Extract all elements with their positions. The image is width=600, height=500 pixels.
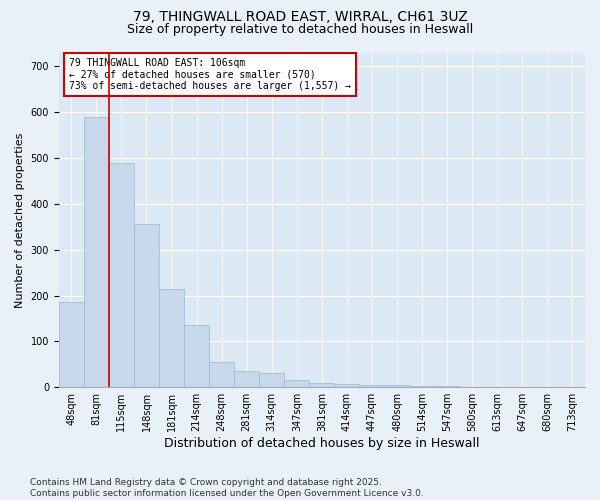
Bar xyxy=(184,326,209,387)
Text: Size of property relative to detached houses in Heswall: Size of property relative to detached ho… xyxy=(127,22,473,36)
Bar xyxy=(410,386,434,387)
Bar xyxy=(234,371,259,387)
Bar xyxy=(334,384,359,387)
Bar xyxy=(134,224,159,387)
Y-axis label: Number of detached properties: Number of detached properties xyxy=(15,132,25,308)
Bar xyxy=(434,386,460,387)
Bar xyxy=(109,162,134,387)
Text: 79 THINGWALL ROAD EAST: 106sqm
← 27% of detached houses are smaller (570)
73% of: 79 THINGWALL ROAD EAST: 106sqm ← 27% of … xyxy=(70,58,352,90)
Bar xyxy=(209,362,234,387)
Text: Contains HM Land Registry data © Crown copyright and database right 2025.
Contai: Contains HM Land Registry data © Crown c… xyxy=(30,478,424,498)
Bar xyxy=(159,288,184,387)
Bar xyxy=(385,386,410,387)
Bar xyxy=(59,302,84,387)
X-axis label: Distribution of detached houses by size in Heswall: Distribution of detached houses by size … xyxy=(164,437,479,450)
Bar xyxy=(284,380,310,387)
Text: 79, THINGWALL ROAD EAST, WIRRAL, CH61 3UZ: 79, THINGWALL ROAD EAST, WIRRAL, CH61 3U… xyxy=(133,10,467,24)
Bar xyxy=(359,385,385,387)
Bar xyxy=(84,116,109,387)
Bar xyxy=(259,374,284,387)
Bar xyxy=(310,382,334,387)
